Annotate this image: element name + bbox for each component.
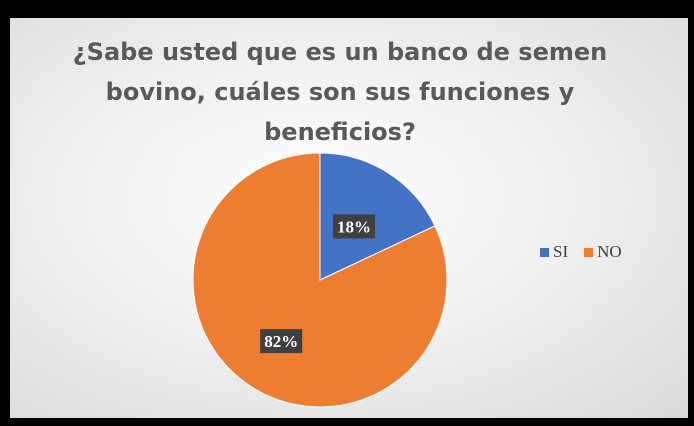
data-label-box	[333, 214, 376, 239]
pie-slice-si	[319, 152, 436, 281]
chart-title-line-1: ¿Sabe usted que es un banco de semen	[72, 38, 608, 66]
data-label-text: 82%	[264, 332, 298, 351]
legend-label-si: SI	[553, 242, 569, 261]
legend-entry-no: NO	[584, 242, 622, 262]
chart-title: ¿Sabe usted que es un banco de semen bov…	[30, 32, 650, 152]
legend-entry-si: SI	[540, 242, 568, 262]
legend-swatch-no	[584, 247, 594, 257]
data-label-no: 82%	[260, 329, 303, 354]
legend-label-no: NO	[597, 242, 622, 261]
data-label-text: 18%	[337, 217, 371, 236]
data-label-si: 18%	[333, 214, 376, 239]
pie-chart: 18% 82%	[192, 152, 448, 408]
data-label-box	[260, 329, 303, 354]
chart-title-line-2: bovino, cuáles son sus funciones y	[105, 78, 575, 106]
chart-area: ¿Sabe usted que es un banco de semen bov…	[10, 18, 688, 418]
pie-slice-no	[192, 152, 448, 408]
chart-title-line-3: beneficios?	[264, 118, 416, 146]
legend-swatch-si	[540, 247, 549, 257]
legend: SI NO	[540, 242, 622, 262]
